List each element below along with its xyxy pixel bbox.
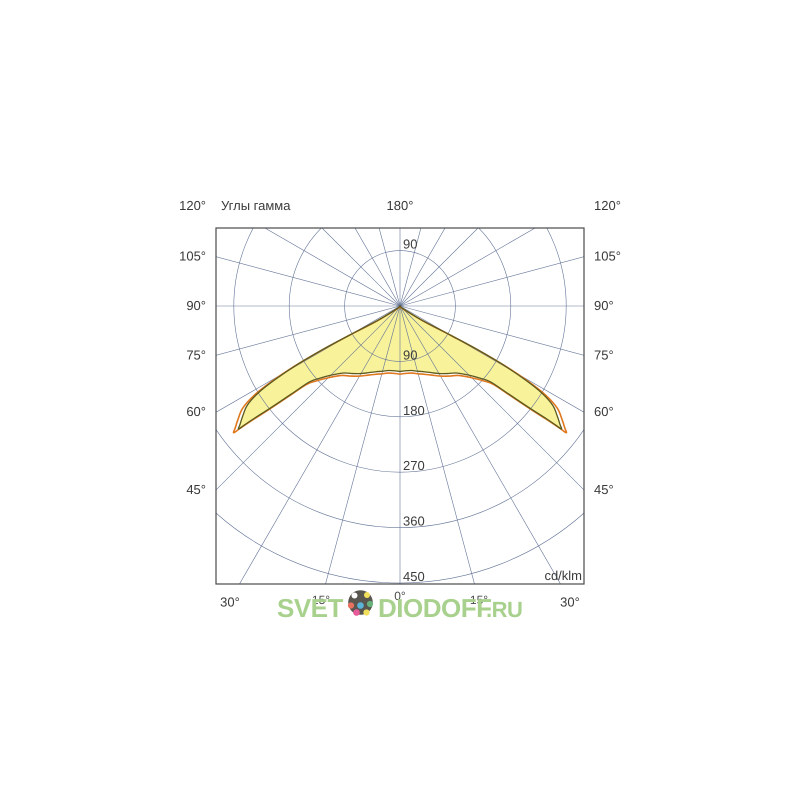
svg-text:90: 90 bbox=[403, 237, 417, 252]
svg-text:60°: 60° bbox=[594, 404, 614, 419]
svg-text:450: 450 bbox=[403, 569, 425, 584]
svg-text:DIODOFF: DIODOFF bbox=[378, 593, 492, 623]
svg-text:45°: 45° bbox=[594, 482, 614, 497]
svg-text:105°: 105° bbox=[179, 249, 206, 264]
svg-text:180: 180 bbox=[403, 403, 425, 418]
svg-text:75°: 75° bbox=[594, 347, 614, 362]
svg-text:270: 270 bbox=[403, 458, 425, 473]
svg-text:30°: 30° bbox=[560, 595, 580, 610]
svg-text:75°: 75° bbox=[186, 347, 206, 362]
svg-text:30°: 30° bbox=[220, 595, 240, 610]
svg-text:.RU: .RU bbox=[486, 597, 522, 622]
svg-text:360: 360 bbox=[403, 514, 425, 529]
svg-text:120°: 120° bbox=[179, 198, 206, 213]
svg-text:SVET: SVET bbox=[277, 593, 344, 623]
svg-text:Углы гамма: Углы гамма bbox=[221, 198, 291, 213]
svg-text:180°: 180° bbox=[387, 198, 414, 213]
svg-text:90°: 90° bbox=[594, 298, 614, 313]
svg-text:105°: 105° bbox=[594, 249, 621, 264]
svg-text:90°: 90° bbox=[186, 298, 206, 313]
svg-text:45°: 45° bbox=[186, 482, 206, 497]
svg-text:120°: 120° bbox=[594, 198, 621, 213]
svg-text:60°: 60° bbox=[186, 404, 206, 419]
svg-text:cd/klm: cd/klm bbox=[544, 568, 582, 583]
svg-text:90: 90 bbox=[403, 347, 417, 362]
